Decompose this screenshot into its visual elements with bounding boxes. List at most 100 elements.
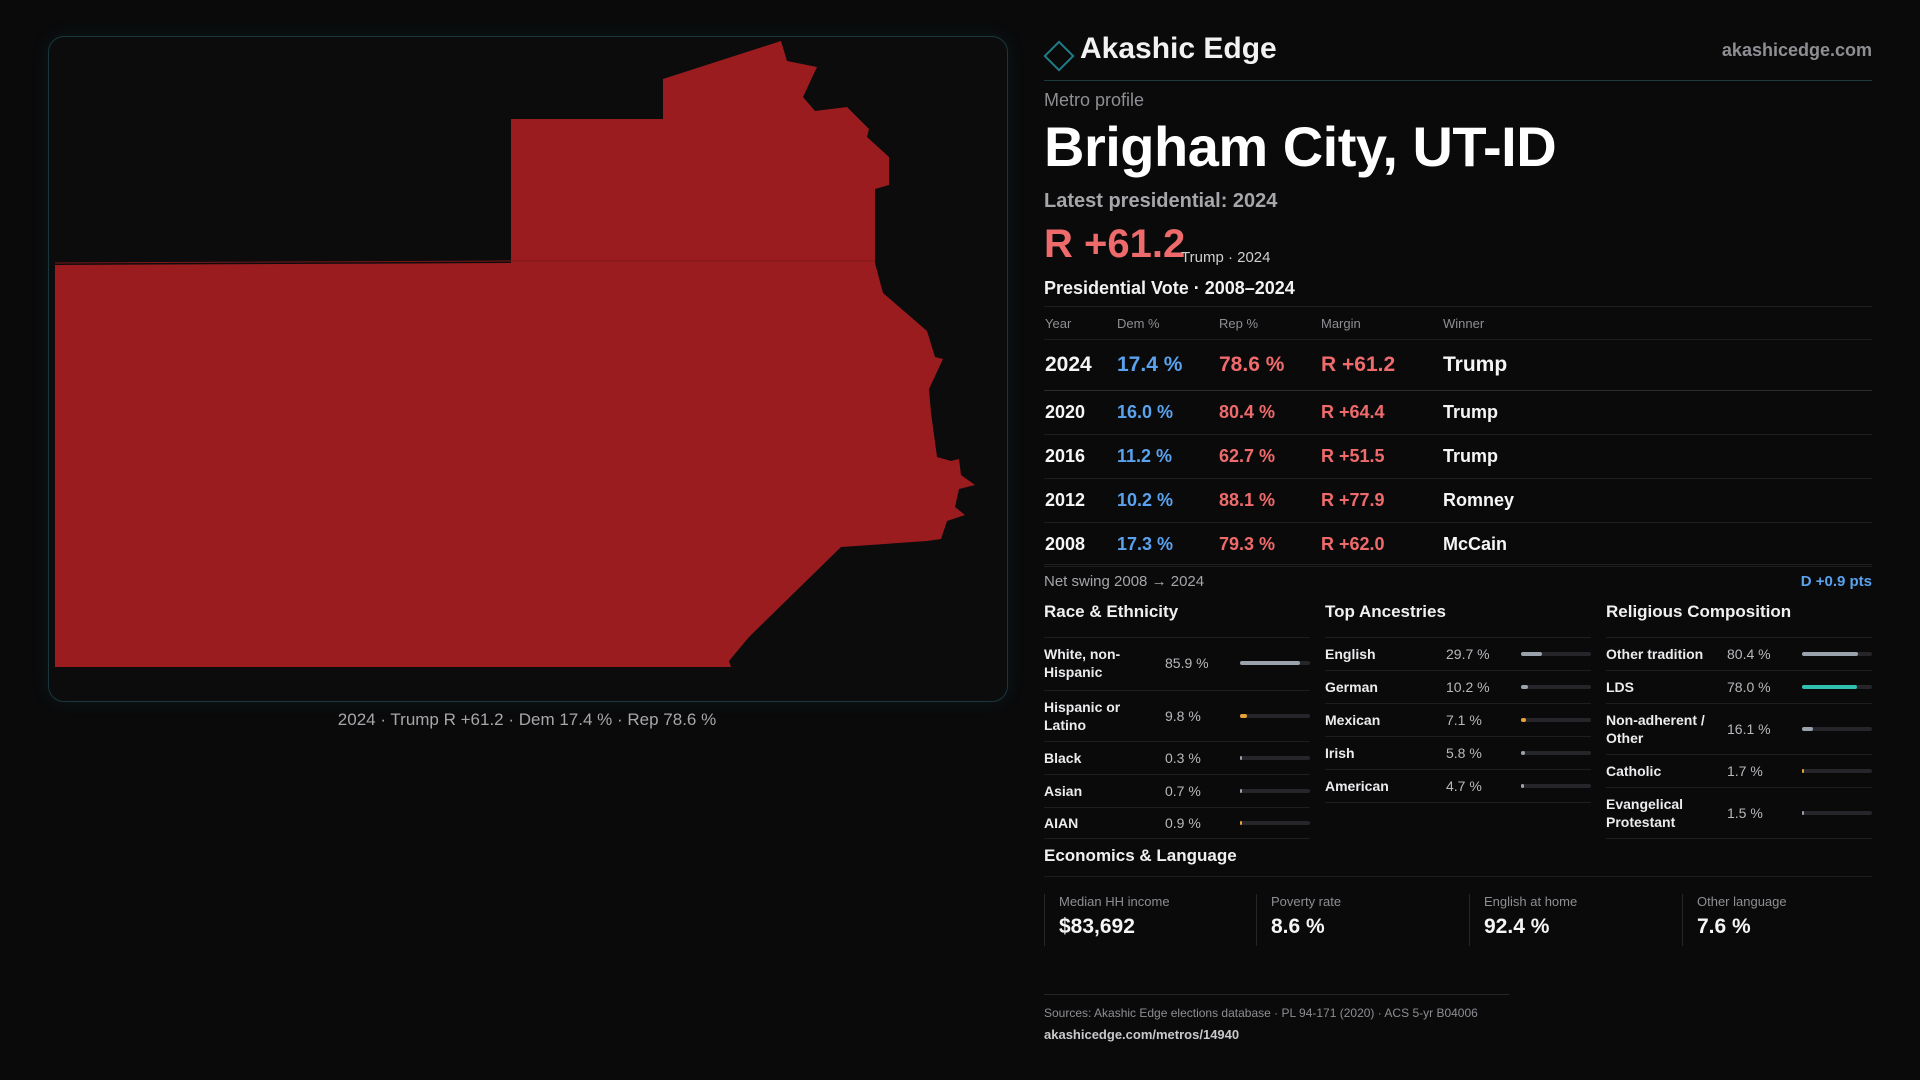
table-header-row: Year Dem % Rep % Margin Winner	[1044, 306, 1872, 340]
share-bar-fill	[1240, 714, 1247, 718]
brand-header: Akashic Edge akashicedge.com	[1043, 30, 1872, 81]
list-item: Irish 5.8 %	[1325, 737, 1591, 770]
share-bar	[1802, 727, 1872, 731]
row-dem: 16.0 %	[1116, 390, 1218, 435]
econ-stat: Poverty rate 8.6 %	[1256, 894, 1461, 946]
state-border-line	[54, 260, 875, 264]
list-item: Catholic 1.7 %	[1606, 755, 1872, 788]
row-margin: R +62.0	[1320, 522, 1442, 567]
row-year: 2012	[1044, 478, 1116, 523]
share-bar-fill	[1240, 661, 1301, 665]
econ-value: $83,692	[1059, 915, 1135, 938]
item-value: 0.7 %	[1165, 783, 1201, 799]
share-bar-fill	[1802, 652, 1859, 656]
share-bar	[1521, 652, 1591, 656]
row-year: 2024	[1044, 339, 1116, 391]
share-bar	[1802, 652, 1872, 656]
share-bar-fill	[1521, 718, 1526, 722]
share-bar	[1240, 661, 1310, 665]
econ-stat: Median HH income $83,692	[1044, 894, 1249, 946]
econ-value: 92.4 %	[1484, 915, 1550, 938]
econ-label: English at home	[1484, 894, 1578, 909]
list-item: Black 0.3 %	[1044, 742, 1310, 775]
table-row: 2020 16.0 % 80.4 % R +64.4 Trump	[1044, 390, 1872, 435]
econ-label: Median HH income	[1059, 894, 1170, 909]
list-item: Non-adherent / Other 16.1 %	[1606, 704, 1872, 755]
item-value: 5.8 %	[1446, 745, 1482, 761]
presidential-vote-table: Year Dem % Rep % Margin Winner 2024 17.4…	[1044, 306, 1872, 567]
econ-value: 8.6 %	[1271, 915, 1325, 938]
latest-presidential-label: Latest presidential: 2024	[1044, 190, 1278, 212]
share-bar-fill	[1802, 769, 1805, 773]
item-value: 78.0 %	[1727, 679, 1771, 695]
share-bar-fill	[1802, 685, 1857, 689]
row-rep: 88.1 %	[1218, 478, 1320, 523]
item-label: American	[1325, 778, 1389, 794]
diamond-icon	[1043, 40, 1075, 72]
row-year: 2008	[1044, 522, 1116, 567]
row-winner: Romney	[1442, 478, 1872, 523]
share-bar	[1240, 756, 1310, 760]
item-label: LDS	[1606, 679, 1634, 695]
item-value: 0.9 %	[1165, 815, 1201, 831]
share-bar	[1521, 784, 1591, 788]
item-label: Catholic	[1606, 763, 1662, 779]
item-label: English	[1325, 646, 1376, 662]
net-swing-label: Net swing 2008 → 2024	[1044, 573, 1205, 590]
item-label: Black	[1044, 750, 1082, 766]
row-rep: 79.3 %	[1218, 522, 1320, 567]
row-margin: R +77.9	[1320, 478, 1442, 523]
brand-name[interactable]: Akashic Edge	[1080, 32, 1277, 65]
map-caption: 2024 · Trump R +61.2 · Dem 17.4 % · Rep …	[337, 710, 717, 729]
metro-profile-label: Metro profile	[1044, 90, 1145, 110]
table-row: 2008 17.3 % 79.3 % R +62.0 McCain	[1044, 522, 1872, 567]
share-bar	[1240, 714, 1310, 718]
item-label: Other tradition	[1606, 646, 1704, 662]
item-label: Irish	[1325, 745, 1355, 761]
net-swing-value: D +0.9 pts	[1800, 573, 1872, 590]
header-dem: Dem %	[1116, 306, 1218, 340]
item-value: 9.8 %	[1165, 708, 1201, 724]
econ-value: 7.6 %	[1697, 915, 1751, 938]
economics-title: Economics & Language	[1044, 846, 1872, 877]
item-label: Hispanic or Latino	[1044, 699, 1121, 733]
sources-text: Sources: Akashic Edge elections database…	[1044, 1006, 1478, 1020]
row-rep: 62.7 %	[1218, 434, 1320, 479]
share-bar-fill	[1802, 811, 1805, 815]
sources-url-link[interactable]: akashicedge.com/metros/14940	[1044, 1027, 1240, 1042]
list-item: American 4.7 %	[1325, 770, 1591, 803]
econ-stat: English at home 92.4 %	[1469, 894, 1674, 946]
share-bar-fill	[1240, 756, 1243, 760]
item-label: Non-adherent / Other	[1606, 712, 1705, 746]
race-ethnicity-section: Race & Ethnicity White, non-Hispanic 85.…	[1044, 602, 1310, 839]
table-row: 2016 11.2 % 62.7 % R +51.5 Trump	[1044, 434, 1872, 479]
row-winner: McCain	[1442, 522, 1872, 567]
list-item: Evangelical Protestant 1.5 %	[1606, 788, 1872, 839]
brand-url-link[interactable]: akashicedge.com	[1721, 40, 1872, 60]
map-panel	[48, 36, 1008, 702]
share-bar	[1521, 751, 1591, 755]
list-item: LDS 78.0 %	[1606, 671, 1872, 704]
share-bar-fill	[1240, 789, 1243, 793]
share-bar	[1240, 789, 1310, 793]
row-year: 2020	[1044, 390, 1116, 435]
section-title: Race & Ethnicity	[1044, 602, 1310, 638]
share-bar	[1802, 685, 1872, 689]
econ-stat: Other language 7.6 %	[1682, 894, 1887, 946]
row-year: 2016	[1044, 434, 1116, 479]
share-bar	[1802, 769, 1872, 773]
share-bar-fill	[1521, 652, 1542, 656]
row-rep: 78.6 %	[1218, 339, 1320, 391]
net-swing-row: Net swing 2008 → 2024 D +0.9 pts	[1044, 564, 1872, 595]
metro-boundary[interactable]	[55, 41, 975, 667]
list-item: White, non-Hispanic 85.9 %	[1044, 638, 1310, 691]
item-value: 0.3 %	[1165, 750, 1201, 766]
share-bar-fill	[1521, 784, 1525, 788]
item-label: Mexican	[1325, 712, 1381, 728]
econ-label: Poverty rate	[1271, 894, 1342, 909]
list-item: AIAN 0.9 %	[1044, 808, 1310, 839]
share-bar-fill	[1521, 685, 1529, 689]
list-item: English 29.7 %	[1325, 638, 1591, 671]
share-bar-fill	[1802, 727, 1814, 731]
table-row: 2012 10.2 % 88.1 % R +77.9 Romney	[1044, 478, 1872, 523]
